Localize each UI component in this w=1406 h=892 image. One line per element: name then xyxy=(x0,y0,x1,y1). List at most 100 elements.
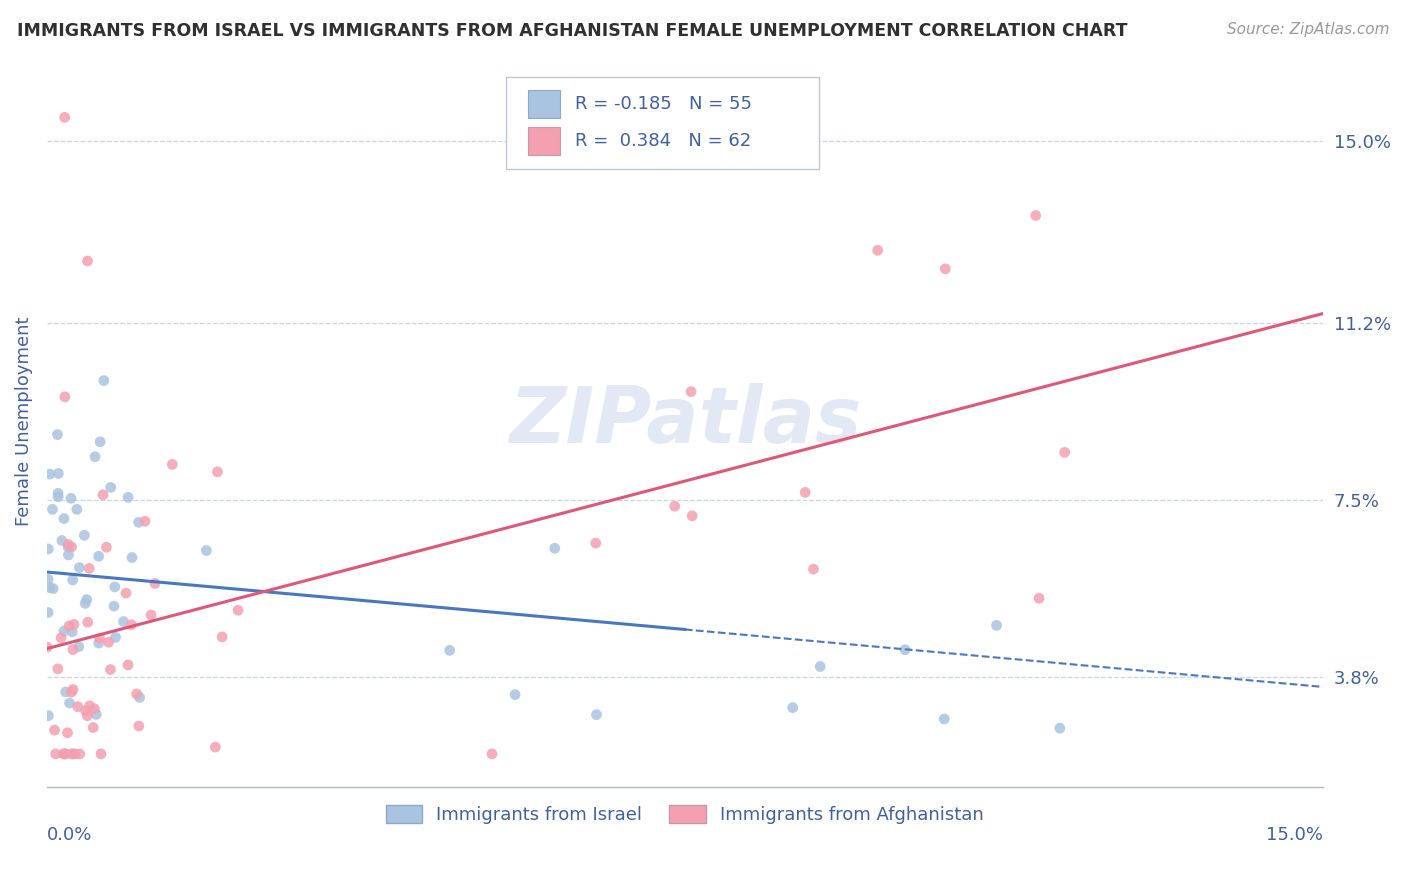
Point xyxy=(211,630,233,644)
Point xyxy=(585,536,607,550)
Point xyxy=(803,562,825,576)
Point xyxy=(100,663,122,677)
Point xyxy=(60,747,83,761)
Bar xyxy=(527,90,560,118)
Bar xyxy=(527,127,560,154)
Point xyxy=(62,682,84,697)
Point xyxy=(51,533,73,548)
Point xyxy=(41,502,63,516)
Point xyxy=(37,573,59,587)
Point xyxy=(128,690,150,705)
Point xyxy=(125,687,148,701)
Point xyxy=(37,541,59,556)
Point xyxy=(58,696,80,710)
Point xyxy=(46,490,69,504)
Point xyxy=(794,485,817,500)
Point xyxy=(681,384,703,399)
Point xyxy=(79,698,101,713)
Point xyxy=(139,607,162,622)
Point xyxy=(46,427,69,442)
Point xyxy=(60,685,83,699)
Point xyxy=(52,747,75,761)
Point xyxy=(67,560,90,574)
Point xyxy=(664,500,686,514)
Point xyxy=(76,708,98,723)
FancyBboxPatch shape xyxy=(506,77,818,169)
Point xyxy=(1049,721,1071,735)
Point xyxy=(66,502,89,516)
Point xyxy=(195,543,218,558)
Point xyxy=(104,580,127,594)
Point xyxy=(62,747,84,761)
Text: R =  0.384   N = 62: R = 0.384 N = 62 xyxy=(575,132,751,150)
Point xyxy=(87,549,110,564)
Point xyxy=(82,721,104,735)
Point xyxy=(55,747,77,761)
Point xyxy=(53,747,76,761)
Point xyxy=(77,561,100,575)
Point xyxy=(87,636,110,650)
Point xyxy=(115,586,138,600)
Y-axis label: Female Unemployment: Female Unemployment xyxy=(15,317,32,526)
Point xyxy=(49,631,72,645)
Point xyxy=(207,465,229,479)
Point xyxy=(481,747,503,761)
Point xyxy=(84,707,107,722)
Point xyxy=(934,261,956,276)
Point xyxy=(128,516,150,530)
Text: 0.0%: 0.0% xyxy=(46,826,93,844)
Point xyxy=(53,390,76,404)
Point xyxy=(46,662,69,676)
Point xyxy=(76,254,98,268)
Point xyxy=(83,702,105,716)
Point xyxy=(808,659,831,673)
Point xyxy=(439,643,461,657)
Point xyxy=(37,606,59,620)
Point xyxy=(75,704,97,718)
Point xyxy=(162,458,184,472)
Point xyxy=(69,747,91,761)
Point xyxy=(91,488,114,502)
Point xyxy=(84,450,107,464)
Point xyxy=(48,467,70,481)
Point xyxy=(1028,591,1050,606)
Point xyxy=(38,581,60,595)
Point xyxy=(121,617,143,632)
Point xyxy=(63,617,86,632)
Point xyxy=(60,624,83,639)
Point xyxy=(67,640,90,654)
Point xyxy=(934,712,956,726)
Point xyxy=(121,550,143,565)
Point xyxy=(56,537,79,551)
Point xyxy=(97,635,120,649)
Text: R = -0.185   N = 55: R = -0.185 N = 55 xyxy=(575,95,752,113)
Point xyxy=(46,486,69,500)
Point xyxy=(894,642,917,657)
Text: Source: ZipAtlas.com: Source: ZipAtlas.com xyxy=(1226,22,1389,37)
Point xyxy=(585,707,607,722)
Point xyxy=(782,700,804,714)
Point xyxy=(544,541,567,556)
Point xyxy=(112,615,135,629)
Point xyxy=(58,548,80,562)
Point xyxy=(503,688,526,702)
Text: IMMIGRANTS FROM ISRAEL VS IMMIGRANTS FROM AFGHANISTAN FEMALE UNEMPLOYMENT CORREL: IMMIGRANTS FROM ISRAEL VS IMMIGRANTS FRO… xyxy=(17,22,1128,40)
Point xyxy=(53,747,76,761)
Point xyxy=(56,540,79,554)
Point xyxy=(55,685,77,699)
Text: 15.0%: 15.0% xyxy=(1265,826,1323,844)
Point xyxy=(117,657,139,672)
Point xyxy=(53,111,76,125)
Point xyxy=(866,244,889,258)
Point xyxy=(42,582,65,596)
Point xyxy=(986,618,1008,632)
Point xyxy=(76,615,98,630)
Point xyxy=(44,723,66,738)
Point xyxy=(89,631,111,645)
Point xyxy=(100,480,122,494)
Point xyxy=(117,491,139,505)
Point xyxy=(38,467,60,482)
Point xyxy=(90,747,112,761)
Point xyxy=(134,514,156,528)
Point xyxy=(104,631,127,645)
